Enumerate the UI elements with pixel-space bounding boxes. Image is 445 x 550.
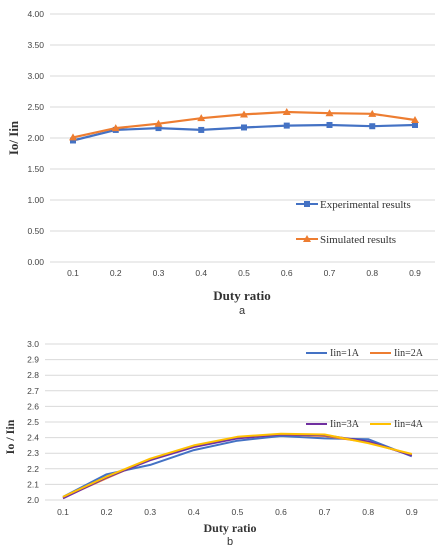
chart-b-panel-label: b: [227, 536, 233, 548]
data-point: [70, 137, 76, 144]
data-point: [411, 116, 419, 124]
legend-item-experimental: Experimental results: [296, 199, 411, 211]
series-1: [62, 435, 413, 498]
x-tick-label: 0.9: [409, 268, 421, 278]
chart-a-x-ticks: 0.1 0.2 0.3 0.4 0.5 0.6 0.7 0.8 0.9: [67, 268, 421, 278]
chart-b-legend: Iin=1A Iin=2A Iin=3A Iin=4A: [306, 348, 424, 430]
series-4: [62, 432, 413, 498]
y-tick-label: 2.3: [27, 448, 39, 458]
x-tick-label: 0.1: [67, 268, 79, 278]
y-tick-label: 3.0: [27, 339, 39, 349]
legend-marker-experimental: [304, 201, 310, 207]
data-point: [282, 107, 291, 115]
data-point: [197, 114, 206, 122]
data-point: [198, 126, 205, 133]
y-tick-label: 1.50: [27, 164, 44, 174]
legend-label-simulated: Simulated results: [320, 234, 396, 246]
legend-marker-simulated: [303, 235, 311, 242]
x-tick-label: 0.3: [153, 268, 165, 278]
legend-label-iin1: Iin=1A: [330, 348, 360, 359]
data-point: [241, 124, 247, 131]
y-tick-label: 2.00: [27, 133, 44, 143]
chart-a-y-axis-title: Io/ Iin: [6, 120, 21, 155]
data-point: [155, 125, 162, 132]
data-point: [368, 109, 377, 117]
data-point: [325, 109, 334, 117]
series-line: [62, 433, 413, 500]
y-tick-label: 0.00: [27, 257, 44, 267]
x-tick-label: 0.7: [319, 507, 331, 517]
legend-item-simulated: Simulated results: [296, 234, 396, 246]
data-point: [240, 110, 248, 118]
series-3: [62, 433, 413, 500]
x-tick-label: 0.3: [144, 507, 156, 517]
legend-label-iin4: Iin=4A: [394, 419, 424, 430]
legend-item-iin3: Iin=3A: [306, 419, 360, 430]
data-point: [412, 121, 418, 128]
x-tick-label: 0.8: [362, 507, 374, 517]
x-tick-label: 0.1: [57, 507, 69, 517]
y-tick-label: 2.6: [27, 401, 39, 411]
x-tick-label: 0.6: [275, 507, 287, 517]
data-point: [111, 124, 120, 132]
x-tick-label: 0.4: [188, 507, 200, 517]
y-tick-label: 2.8: [27, 370, 39, 380]
legend-item-iin1: Iin=1A: [306, 348, 360, 359]
data-point: [69, 133, 77, 141]
x-tick-label: 0.7: [324, 268, 336, 278]
chart-a-gridlines: [50, 13, 435, 263]
y-tick-label: 0.50: [27, 226, 44, 236]
chart-b-x-axis-title: Duty ratio: [204, 521, 257, 535]
data-point: [326, 121, 333, 128]
y-tick-label: 4.00: [27, 9, 44, 19]
x-tick-label: 0.9: [406, 507, 418, 517]
y-tick-label: 2.1: [27, 479, 39, 489]
data-point: [369, 123, 376, 130]
chart-b-series: [62, 432, 413, 500]
y-tick-label: 1.00: [27, 195, 44, 205]
x-tick-label: 0.4: [195, 268, 207, 278]
series-2: [62, 433, 413, 499]
x-tick-label: 0.5: [238, 268, 250, 278]
legend-label-iin2: Iin=2A: [394, 348, 424, 359]
y-tick-label: 2.0: [27, 495, 39, 505]
chart-b-y-axis-title: Io / Iin: [3, 419, 17, 454]
legend-label-iin3: Iin=3A: [330, 419, 360, 430]
legend-item-iin4: Iin=4A: [370, 419, 424, 430]
chart-a-series: [69, 107, 419, 144]
chart-a: 0.00 0.50 1.00 1.50 2.00 2.50 3.00 3.50 4.00 0.1…: [6, 9, 435, 317]
legend-item-iin2: Iin=2A: [370, 348, 424, 359]
chart-a-legend: Experimental results Simulated results: [296, 199, 411, 246]
series-1: [70, 121, 418, 144]
y-tick-label: 3.00: [27, 71, 44, 81]
x-tick-label: 0.2: [110, 268, 122, 278]
chart-b-x-ticks: 0.1 0.2 0.3 0.4 0.5 0.6 0.7 0.8 0.9: [57, 507, 418, 517]
chart-b-y-ticks: 2.0 2.1 2.2 2.3 2.4 2.5 2.6 2.7 2.8 2.9 3.0: [27, 339, 39, 505]
y-tick-label: 2.2: [27, 464, 39, 474]
chart-a-y-ticks: 0.00 0.50 1.00 1.50 2.00 2.50 3.00 3.50 4.00: [27, 9, 44, 267]
x-tick-label: 0.8: [366, 268, 378, 278]
series-line: [62, 433, 413, 499]
y-tick-label: 3.50: [27, 40, 44, 50]
chart-b: 2.0 2.1 2.2 2.3 2.4 2.5 2.6 2.7 2.8 2.9 3.0 0.1 0.2…: [3, 339, 438, 548]
series-line: [62, 435, 413, 498]
y-tick-label: 2.9: [27, 355, 39, 365]
data-point: [154, 119, 163, 127]
y-tick-label: 2.4: [27, 433, 39, 443]
series-2: [69, 107, 419, 141]
data-point: [283, 122, 290, 129]
x-tick-label: 0.6: [281, 268, 293, 278]
chart-a-x-axis-title: Duty ratio: [213, 288, 270, 303]
series-line: [62, 432, 413, 498]
y-tick-label: 2.7: [27, 386, 39, 396]
chart-a-panel-label: a: [239, 305, 246, 317]
y-tick-label: 2.5: [27, 417, 39, 427]
x-tick-label: 0.5: [231, 507, 243, 517]
y-tick-label: 2.50: [27, 102, 44, 112]
x-tick-label: 0.2: [101, 507, 113, 517]
legend-label-experimental: Experimental results: [320, 199, 411, 211]
